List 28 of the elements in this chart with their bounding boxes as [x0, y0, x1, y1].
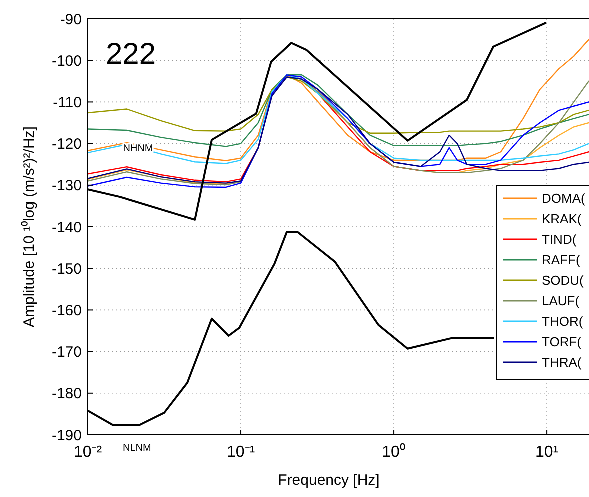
y-tick-label: -160 — [52, 302, 82, 320]
legend-label: THOR( — [542, 314, 584, 330]
legend-label: DOMA( — [542, 191, 586, 206]
y-tick-label: -190 — [52, 427, 82, 444]
y-tick-label: -170 — [52, 344, 82, 362]
legend-label: THRA( — [542, 355, 582, 370]
y-tick-label: -180 — [52, 386, 82, 403]
x-tick-label: 10⁰ — [382, 443, 406, 461]
legend-label: TORF( — [542, 334, 582, 350]
y-tick-label: -140 — [52, 219, 82, 236]
y-tick-label: -90 — [60, 11, 82, 28]
x-tick-label: 10⁻¹ — [226, 444, 256, 461]
x-axis-title: Frequency [Hz] — [278, 472, 380, 489]
y-tick-label: -120 — [52, 136, 82, 154]
y-tick-label: -100 — [52, 52, 82, 70]
text: NLNM — [123, 443, 152, 454]
annotation: 222 — [106, 38, 156, 71]
legend-label: SODU( — [542, 273, 585, 288]
y-tick-label: -110 — [53, 94, 82, 112]
y-tick-label: -130 — [52, 178, 82, 195]
y-tick-label: -150 — [52, 260, 82, 278]
x-tick-label: 10⁻² — [74, 444, 103, 461]
legend-label: KRAK( — [542, 212, 582, 227]
x-tick-label: 10¹ — [535, 444, 559, 461]
legend-label: LAUF( — [542, 294, 580, 309]
legend-label: RAFF( — [542, 252, 581, 268]
legend-label: TIND( — [542, 232, 578, 248]
y-axis-title: Amplitude [10 ¹⁰log (m/s²)²/Hz] — [21, 126, 38, 328]
